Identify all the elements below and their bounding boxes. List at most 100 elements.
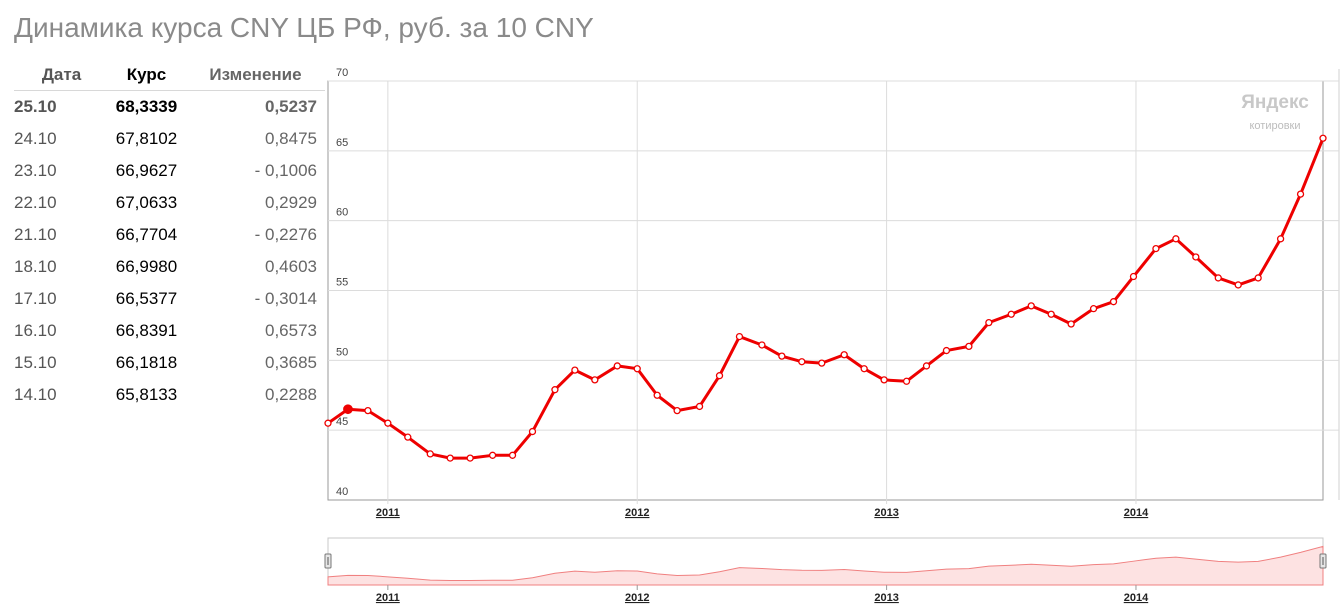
row-change: 0,6573 [265,321,317,340]
y-tick-label: 45 [336,416,348,428]
x-tick-label[interactable]: 2012 [625,507,649,519]
data-point[interactable] [1007,310,1015,318]
data-point[interactable] [324,419,332,427]
table-row: 17.10 66,5377 - 0,3014 [14,283,325,315]
data-point[interactable] [735,332,744,341]
data-point[interactable] [695,402,704,411]
table-row: 23.10 66,9627 - 0,1006 [14,155,325,187]
data-point[interactable] [426,450,434,458]
data-point[interactable] [1027,302,1035,310]
data-point[interactable] [1276,235,1285,243]
data-point[interactable] [1296,190,1305,198]
table-row: 22.10 67,0633 0,2929 [14,187,325,219]
row-change: - 0,3014 [254,289,317,308]
data-point[interactable] [591,376,599,384]
y-tick-label: 40 [336,486,348,498]
table-header-row: Дата Курс Изменение [14,62,325,91]
data-point[interactable] [488,451,497,459]
row-date: 18.10 [14,257,57,276]
row-date: 24.10 [14,129,57,148]
navigator-tick-label[interactable]: 2012 [625,592,649,604]
row-change: 0,2929 [265,193,317,212]
watermark-subtitle: котировки [1249,120,1300,132]
data-point[interactable] [818,359,826,367]
data-point[interactable] [446,454,454,462]
data-point[interactable] [571,366,579,374]
data-point[interactable] [942,346,951,355]
table-row: 18.10 66,9980 0,4603 [14,251,325,283]
header-rate[interactable]: Курс [99,62,194,91]
row-date: 14.10 [14,385,57,404]
rates-table: Дата Курс Изменение 25.10 68,3339 0,5237 2… [14,62,325,411]
data-point[interactable] [613,362,621,370]
data-point[interactable] [551,386,559,394]
table-row: 25.10 68,3339 0,5237 [14,91,325,124]
row-rate: 67,0633 [115,193,178,212]
data-point[interactable] [1067,320,1075,328]
row-rate: 67,8102 [115,129,178,148]
data-point[interactable] [1129,272,1138,281]
page-title: Динамика курса CNY ЦБ РФ, руб. за 10 CNY [14,12,594,43]
header-change[interactable]: Изменение [194,62,325,91]
navigator-tick-label[interactable]: 2013 [874,592,898,604]
row-change: - 0,2276 [254,225,317,244]
row-rate: 66,9627 [115,161,178,180]
data-point[interactable] [860,365,868,373]
data-point[interactable] [715,372,724,380]
header-date[interactable]: Дата [14,62,99,91]
data-point[interactable] [840,351,848,359]
data-point[interactable] [364,406,372,415]
row-date: 22.10 [14,193,57,212]
data-point[interactable] [778,352,786,360]
y-tick-label: 60 [336,207,348,219]
x-tick-label[interactable]: 2011 [376,507,400,519]
row-date: 21.10 [14,225,57,244]
data-point[interactable] [633,365,641,373]
data-point[interactable] [1089,305,1098,313]
data-point[interactable] [673,406,681,415]
row-rate: 68,3339 [115,97,178,116]
y-tick-label: 65 [336,137,348,149]
table-row: 24.10 67,8102 0,8475 [14,123,325,155]
row-change: 0,4603 [265,257,317,276]
data-point[interactable] [1152,244,1160,253]
data-point[interactable] [508,451,517,459]
data-point[interactable] [922,362,931,370]
data-point[interactable] [758,341,766,349]
data-point[interactable] [1214,274,1222,282]
data-point[interactable] [965,342,973,351]
row-date: 16.10 [14,321,57,340]
data-point[interactable] [1254,274,1262,282]
data-point[interactable] [528,427,537,436]
y-tick-label: 55 [336,277,348,289]
row-change: 0,8475 [265,129,317,148]
data-point[interactable] [902,377,911,385]
data-point[interactable] [798,358,806,366]
row-date: 25.10 [14,97,57,116]
data-point[interactable] [1319,134,1327,142]
data-point[interactable] [466,454,474,462]
data-point[interactable] [653,391,661,399]
data-point[interactable] [1234,281,1242,289]
data-point[interactable] [1172,235,1180,243]
table-row: 15.10 66,1818 0,3685 [14,347,325,379]
navigator-tick-label[interactable]: 2011 [376,592,400,604]
row-rate: 66,8391 [115,321,178,340]
data-point[interactable] [1047,310,1055,318]
data-point[interactable] [404,433,412,441]
table-row: 21.10 66,7704 - 0,2276 [14,219,325,251]
y-tick-label: 70 [336,67,348,79]
row-change: - 0,1006 [254,161,317,180]
data-point[interactable] [384,419,392,427]
data-point[interactable] [880,376,888,384]
data-point[interactable] [1192,253,1200,261]
row-rate: 66,7704 [115,225,178,244]
row-date: 15.10 [14,353,57,372]
x-tick-label[interactable]: 2014 [1124,507,1149,519]
data-point[interactable] [343,404,353,415]
data-point[interactable] [1109,298,1118,306]
navigator-tick-label[interactable]: 2014 [1124,592,1149,604]
data-point[interactable] [985,318,993,327]
x-tick-label[interactable]: 2013 [874,507,898,519]
